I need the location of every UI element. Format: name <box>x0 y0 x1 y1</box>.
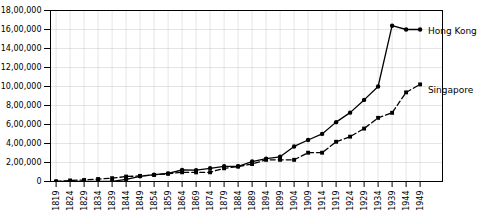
svg-text:1829: 1829 <box>80 191 89 211</box>
svg-text:12,00,000: 12,00,000 <box>1 63 42 72</box>
svg-text:1939: 1939 <box>388 191 397 211</box>
svg-text:6,00,000: 6,00,000 <box>6 120 42 129</box>
svg-text:1859: 1859 <box>164 191 173 211</box>
svg-text:1824: 1824 <box>66 191 75 211</box>
svg-text:0: 0 <box>36 177 41 186</box>
svg-text:1919: 1919 <box>332 191 341 211</box>
svg-text:2,00,000: 2,00,000 <box>6 158 42 167</box>
svg-text:1889: 1889 <box>248 191 257 211</box>
svg-text:1949: 1949 <box>416 191 425 211</box>
svg-text:10,00,000: 10,00,000 <box>1 82 42 91</box>
svg-text:1929: 1929 <box>360 191 369 211</box>
svg-text:1819: 1819 <box>52 191 61 211</box>
svg-text:Hong Kong: Hong Kong <box>428 26 477 36</box>
svg-text:1924: 1924 <box>346 191 355 211</box>
svg-text:1909: 1909 <box>304 191 313 211</box>
svg-text:1874: 1874 <box>206 191 215 211</box>
svg-text:1934: 1934 <box>374 191 383 211</box>
svg-text:4,00,000: 4,00,000 <box>6 139 42 148</box>
svg-text:1879: 1879 <box>220 191 229 211</box>
svg-text:1834: 1834 <box>94 191 103 211</box>
svg-text:Singapore: Singapore <box>428 85 474 95</box>
svg-text:1899: 1899 <box>276 191 285 211</box>
svg-text:16,00,000: 16,00,000 <box>1 25 42 34</box>
svg-text:1894: 1894 <box>262 191 271 211</box>
svg-text:1839: 1839 <box>108 191 117 211</box>
svg-text:1844: 1844 <box>122 191 131 211</box>
svg-text:1904: 1904 <box>290 191 299 211</box>
svg-text:1869: 1869 <box>192 191 201 211</box>
svg-text:1884: 1884 <box>234 191 243 211</box>
svg-text:14,00,000: 14,00,000 <box>1 44 42 53</box>
svg-text:1849: 1849 <box>136 191 145 211</box>
svg-text:1864: 1864 <box>178 191 187 211</box>
svg-text:1944: 1944 <box>402 191 411 211</box>
svg-text:18,00,000: 18,00,000 <box>1 6 42 15</box>
svg-text:8,00,000: 8,00,000 <box>6 101 42 110</box>
svg-text:1854: 1854 <box>150 191 159 211</box>
svg-text:1914: 1914 <box>318 191 327 211</box>
